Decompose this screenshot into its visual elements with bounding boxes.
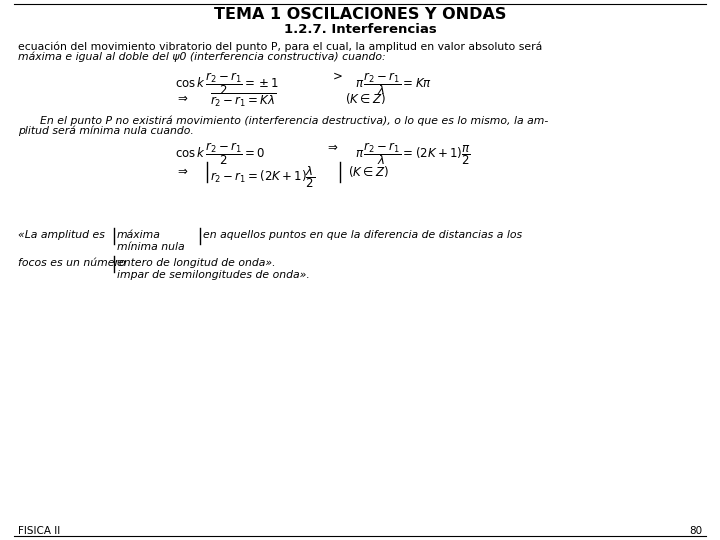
Text: $\overline{r_2-r_1=K\lambda}$: $\overline{r_2-r_1=K\lambda}$ bbox=[210, 91, 276, 109]
Text: TEMA 1 OSCILACIONES Y ONDAS: TEMA 1 OSCILACIONES Y ONDAS bbox=[214, 7, 506, 22]
Text: entero de longitud de onda».: entero de longitud de onda». bbox=[117, 258, 276, 268]
Text: 80: 80 bbox=[689, 526, 702, 536]
Text: $>$: $>$ bbox=[330, 70, 343, 83]
Text: «La amplitud es: «La amplitud es bbox=[18, 230, 105, 240]
Text: impar de semilongitudes de onda».: impar de semilongitudes de onda». bbox=[117, 270, 310, 280]
Text: $\cos k\,\dfrac{r_2-r_1}{2}=0$: $\cos k\,\dfrac{r_2-r_1}{2}=0$ bbox=[175, 140, 265, 167]
Text: $\pi\,\dfrac{r_2-r_1}{\lambda}=(2K+1)\dfrac{\pi}{2}$: $\pi\,\dfrac{r_2-r_1}{\lambda}=(2K+1)\df… bbox=[355, 140, 471, 167]
Text: en aquellos puntos en que la diferencia de distancias a los: en aquellos puntos en que la diferencia … bbox=[203, 230, 522, 240]
Text: FISICA II: FISICA II bbox=[18, 526, 60, 536]
Text: $\Rightarrow$: $\Rightarrow$ bbox=[175, 91, 189, 104]
Text: En el punto P no existirá movimiento (interferencia destructiva), o lo que es lo: En el punto P no existirá movimiento (in… bbox=[40, 115, 548, 125]
Text: máxima: máxima bbox=[117, 230, 161, 240]
Text: $(K\in Z)$: $(K\in Z)$ bbox=[345, 91, 386, 106]
Text: $\Rightarrow$: $\Rightarrow$ bbox=[175, 164, 189, 177]
Text: $(K\in Z)$: $(K\in Z)$ bbox=[348, 164, 389, 179]
Text: $r_2-r_1=(2K+1)\dfrac{\lambda}{2}$: $r_2-r_1=(2K+1)\dfrac{\lambda}{2}$ bbox=[210, 164, 315, 190]
Text: $\cos k\,\dfrac{r_2-r_1}{2}=\pm 1$: $\cos k\,\dfrac{r_2-r_1}{2}=\pm 1$ bbox=[175, 70, 279, 97]
Text: $\Rightarrow$: $\Rightarrow$ bbox=[325, 140, 338, 153]
Text: $\pi\,\dfrac{r_2-r_1}{\lambda}=K\pi$: $\pi\,\dfrac{r_2-r_1}{\lambda}=K\pi$ bbox=[355, 70, 432, 97]
Text: mínima nula: mínima nula bbox=[117, 242, 184, 252]
Text: ecuación del movimiento vibratorio del punto P, para el cual, la amplitud en val: ecuación del movimiento vibratorio del p… bbox=[18, 41, 542, 51]
Text: 1.2.7. Interferencias: 1.2.7. Interferencias bbox=[284, 23, 436, 36]
Text: máxima e igual al doble del ψ0 (interferencia constructiva) cuando:: máxima e igual al doble del ψ0 (interfer… bbox=[18, 51, 386, 62]
Text: focos es un número: focos es un número bbox=[18, 258, 125, 268]
Text: plitud será mínima nula cuando.: plitud será mínima nula cuando. bbox=[18, 125, 194, 136]
